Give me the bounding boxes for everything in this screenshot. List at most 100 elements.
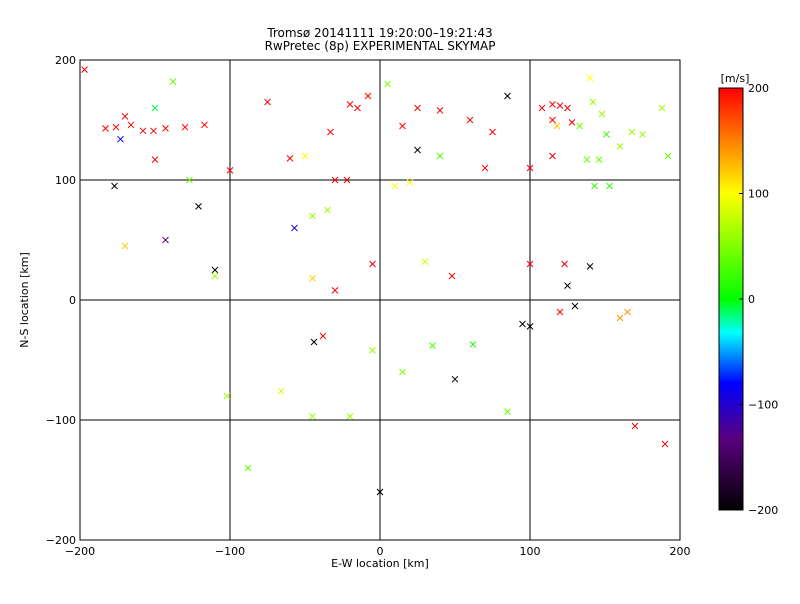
data-point-x bbox=[586, 74, 594, 82]
data-point-x bbox=[421, 258, 429, 265]
data-point-x bbox=[556, 102, 564, 109]
data-point-x bbox=[436, 152, 444, 160]
data-point-x bbox=[244, 464, 252, 472]
data-point-x bbox=[369, 260, 376, 268]
data-point-x bbox=[451, 375, 459, 383]
data-point-x bbox=[211, 272, 219, 280]
y-axis-ticks: −200 −100 0 100 200 bbox=[46, 54, 76, 547]
data-point-x bbox=[624, 308, 631, 316]
y-axis-label: N-S location [km] bbox=[18, 252, 31, 348]
data-point-x bbox=[603, 131, 610, 138]
data-point-x bbox=[436, 107, 444, 114]
data-point-x bbox=[591, 182, 598, 190]
colorbar: [m/s] 200 100 0 −100 −200 bbox=[718, 72, 778, 517]
data-point-x bbox=[561, 260, 568, 268]
data-point-x bbox=[553, 122, 561, 130]
data-point-x bbox=[376, 488, 384, 496]
data-point-x bbox=[369, 347, 376, 354]
data-point-x bbox=[324, 206, 331, 214]
data-point-x bbox=[151, 104, 159, 112]
data-point-x bbox=[264, 98, 271, 106]
colorbar-tick-label: 0 bbox=[748, 293, 755, 306]
data-point-x bbox=[391, 182, 399, 190]
data-point-x bbox=[327, 128, 334, 136]
data-point-x bbox=[309, 413, 316, 420]
data-point-x bbox=[549, 152, 556, 160]
data-point-x bbox=[102, 125, 109, 132]
data-point-x bbox=[414, 146, 421, 154]
x-tick-label: 0 bbox=[377, 545, 384, 558]
data-point-x bbox=[489, 128, 496, 136]
colorbar-tick-label: −200 bbox=[748, 504, 778, 517]
data-point-x bbox=[631, 422, 639, 430]
data-point-x bbox=[162, 125, 169, 132]
data-point-x bbox=[616, 143, 624, 150]
data-point-x bbox=[564, 282, 571, 289]
data-point-x bbox=[150, 127, 157, 135]
data-point-x bbox=[661, 440, 669, 448]
data-point-x bbox=[586, 263, 594, 270]
data-point-x bbox=[616, 314, 624, 322]
y-tick-label: −200 bbox=[46, 534, 76, 547]
chart-subtitle: RwPretec (8p) EXPERIMENTAL SKYMAP bbox=[265, 39, 496, 53]
data-point-x bbox=[162, 236, 169, 244]
data-point-x bbox=[481, 164, 489, 172]
x-axis-ticks: −200 −100 0 100 200 bbox=[65, 545, 691, 558]
data-point-x bbox=[117, 135, 124, 143]
data-point-x bbox=[277, 387, 285, 395]
data-point-x bbox=[169, 78, 177, 85]
data-point-x bbox=[628, 128, 636, 136]
colorbar-ticks: 200 100 0 −100 −200 bbox=[739, 82, 778, 517]
data-point-x bbox=[598, 110, 606, 118]
data-point-x bbox=[399, 122, 406, 130]
y-tick-label: −100 bbox=[46, 414, 76, 427]
data-point-x bbox=[564, 104, 571, 112]
data-point-x bbox=[526, 164, 534, 172]
data-point-x bbox=[310, 338, 318, 346]
data-point-x bbox=[414, 104, 421, 112]
data-point-x bbox=[589, 98, 597, 106]
data-point-x bbox=[151, 156, 159, 163]
data-point-x bbox=[519, 320, 526, 328]
y-tick-label: 100 bbox=[55, 174, 76, 187]
data-point-x bbox=[331, 176, 339, 184]
data-point-x bbox=[309, 212, 316, 220]
x-tick-label: 200 bbox=[670, 545, 691, 558]
data-point-x bbox=[469, 341, 477, 348]
y-tick-label: 0 bbox=[69, 294, 76, 307]
colorbar-tick-label: −100 bbox=[748, 399, 778, 412]
data-point-x bbox=[301, 152, 309, 160]
data-point-x bbox=[195, 203, 202, 210]
data-point-x bbox=[448, 272, 456, 280]
x-tick-label: −100 bbox=[215, 545, 245, 558]
data-point-x bbox=[658, 104, 666, 112]
data-point-x bbox=[223, 392, 231, 400]
data-point-x bbox=[399, 368, 406, 376]
data-point-x bbox=[384, 80, 391, 88]
data-point-x bbox=[127, 121, 135, 129]
colorbar-label: [m/s] bbox=[721, 72, 750, 85]
data-point-x bbox=[331, 287, 339, 294]
data-point-x bbox=[186, 176, 193, 184]
data-point-x bbox=[576, 122, 583, 130]
x-tick-label: −200 bbox=[65, 545, 95, 558]
data-point-x bbox=[226, 167, 234, 174]
data-point-x bbox=[111, 182, 118, 190]
data-point-x bbox=[286, 155, 294, 162]
data-point-x bbox=[121, 113, 129, 120]
data-point-x bbox=[595, 156, 603, 163]
data-point-x bbox=[309, 275, 316, 282]
data-point-x bbox=[571, 302, 579, 310]
data-point-x bbox=[639, 131, 646, 138]
x-axis-label: E-W location [km] bbox=[331, 557, 429, 570]
data-point-x bbox=[291, 224, 298, 232]
data-point-x bbox=[121, 242, 129, 250]
data-point-x bbox=[81, 66, 88, 73]
data-point-x bbox=[364, 92, 372, 100]
data-point-x bbox=[556, 308, 564, 316]
data-point-x bbox=[568, 119, 576, 126]
data-point-x bbox=[406, 179, 414, 186]
data-point-x bbox=[606, 182, 613, 190]
